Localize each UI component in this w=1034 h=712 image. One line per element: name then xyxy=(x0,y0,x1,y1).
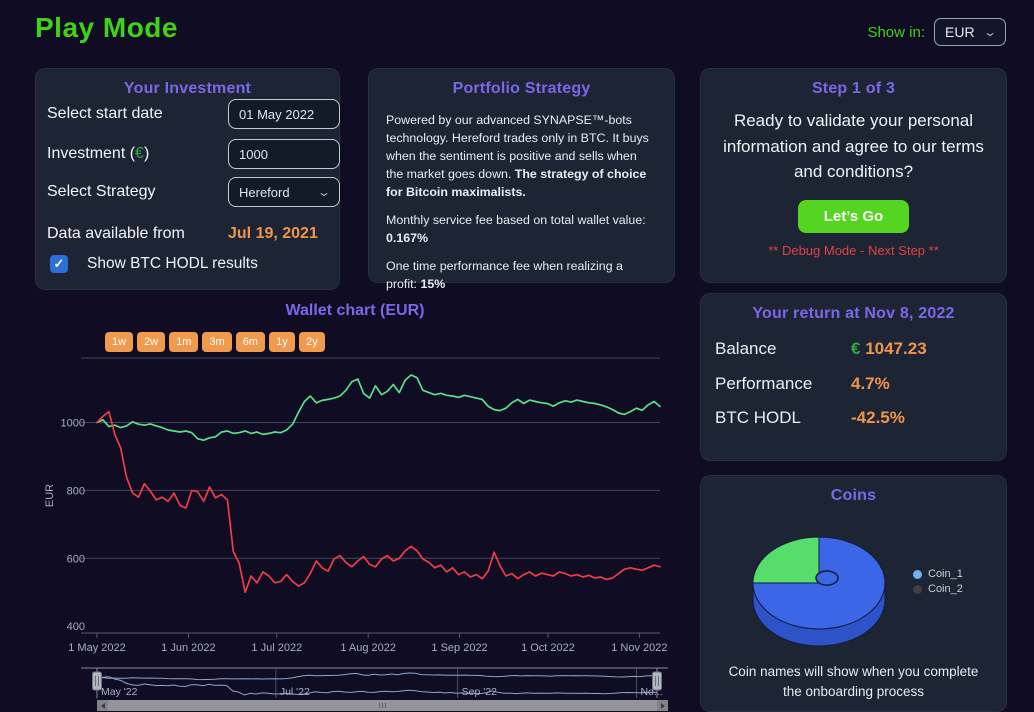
hodl-checkbox[interactable]: ✓ xyxy=(50,255,68,273)
hodl-checkbox-row: ✓ Show BTC HODL results xyxy=(47,255,327,273)
svg-text:1000: 1000 xyxy=(61,418,85,430)
strategy-select-value: Hereford xyxy=(239,184,290,200)
svg-text:1 May 2022: 1 May 2022 xyxy=(68,642,125,654)
strategy-label: Select Strategy xyxy=(47,183,156,200)
btc-hodl-series-line xyxy=(96,410,661,594)
chart-scrollbar[interactable] xyxy=(97,700,668,711)
currency-select[interactable]: EUR ⌄ xyxy=(934,18,1006,46)
page-title: Play Mode xyxy=(35,12,178,43)
strategy-paragraph-1: Powered by our advanced SYNAPSE™-bots te… xyxy=(386,113,649,199)
step-title: Step 1 of 3 xyxy=(811,80,896,97)
wallet-chart-title: Wallet chart (EUR) xyxy=(285,302,425,319)
navigator-left-handle[interactable] xyxy=(92,671,102,691)
svg-text:1 Jul 2022: 1 Jul 2022 xyxy=(251,642,302,654)
svg-text:600: 600 xyxy=(67,553,85,565)
scrollbar-grip-icon xyxy=(382,703,383,708)
balance-label: Balance xyxy=(715,339,777,358)
currency-select-value: EUR xyxy=(945,24,975,40)
range-button-1w[interactable]: 1w xyxy=(105,332,134,352)
svg-text:1 Nov 2022: 1 Nov 2022 xyxy=(611,642,667,654)
svg-text:1 Oct 2022: 1 Oct 2022 xyxy=(521,642,575,654)
range-button-1m[interactable]: 1m xyxy=(169,332,199,352)
pie-legend: Coin_1 Coin_2 xyxy=(913,568,963,598)
hodl-checkbox-label: Show BTC HODL results xyxy=(87,255,258,272)
svg-text:May '22: May '22 xyxy=(101,686,138,698)
range-button-6m[interactable]: 6m xyxy=(235,332,265,352)
range-button-2w[interactable]: 2w xyxy=(137,332,166,352)
investment-card: Your Investment Select start date 01 May… xyxy=(35,68,340,290)
performance-row: Performance 4.7% xyxy=(715,374,990,394)
step-card: Step 1 of 3 Ready to validate your perso… xyxy=(700,68,1007,283)
svg-text:800: 800 xyxy=(67,485,85,497)
legend-row-coin1[interactable]: Coin_1 xyxy=(913,568,963,580)
btc-hodl-value: -42.5% xyxy=(851,408,905,427)
svg-text:1 Sep 2022: 1 Sep 2022 xyxy=(431,642,487,654)
svg-text:1 Aug 2022: 1 Aug 2022 xyxy=(340,642,396,654)
start-date-value: 01 May 2022 xyxy=(239,106,315,122)
navigator-right-handle[interactable] xyxy=(652,671,662,691)
balance-value: € 1047.23 xyxy=(851,339,927,358)
scrollbar-right-arrow-icon[interactable] xyxy=(657,700,668,711)
range-selector: 1w 2w 1m 3m 6m 1y 2y xyxy=(105,332,325,352)
strategy-row: Select Strategy Hereford ⌄ xyxy=(47,177,340,207)
amount-input[interactable]: 1000 xyxy=(228,139,340,169)
coin2-label: Coin_2 xyxy=(928,583,963,595)
debug-next-step-link[interactable]: ** Debug Mode - Next Step ** xyxy=(768,242,939,258)
chevron-down-icon: ⌄ xyxy=(982,25,998,39)
coins-card: Coins Coin_1 Coin_2 Coin names will show… xyxy=(700,475,1007,712)
coin1-label: Coin_1 xyxy=(928,568,963,580)
data-available-value: Jul 19, 2021 xyxy=(228,225,318,242)
start-date-label: Select start date xyxy=(47,105,163,122)
return-card: Your return at Nov 8, 2022 Balance € 104… xyxy=(700,293,1007,461)
portfolio-strategy-title: Portfolio Strategy xyxy=(452,80,591,97)
svg-text:Jul '22: Jul '22 xyxy=(280,686,310,698)
range-button-3m[interactable]: 3m xyxy=(202,332,232,352)
chevron-down-icon: ⌄ xyxy=(316,185,332,199)
range-button-1y[interactable]: 1y xyxy=(268,332,295,352)
show-in-control: Show in: EUR ⌄ xyxy=(867,18,1006,46)
balance-row: Balance € 1047.23 xyxy=(715,339,990,359)
range-button-2y[interactable]: 2y xyxy=(298,332,325,352)
legend-row-coin2[interactable]: Coin_2 xyxy=(913,583,963,595)
btc-hodl-row: BTC HODL -42.5% xyxy=(715,408,990,428)
amount-row: Investment (€) 1000 xyxy=(47,139,340,169)
euro-icon: € xyxy=(135,145,144,162)
return-card-title: Your return at Nov 8, 2022 xyxy=(752,305,955,322)
coins-pie-chart[interactable] xyxy=(741,501,911,661)
step-question: Ready to validate your personal informat… xyxy=(723,111,984,181)
strategy-paragraph-2: Monthly service fee based on total walle… xyxy=(386,212,646,245)
svg-text:400: 400 xyxy=(67,621,85,633)
data-available-row: Data available from Jul 19, 2021 xyxy=(47,225,327,243)
performance-label: Performance xyxy=(715,374,813,393)
scrollbar-thumb[interactable] xyxy=(108,700,657,711)
strategy-paragraph-3: One time performance fee when realizing … xyxy=(386,258,623,291)
coins-footer-note: Coin names will show when you complete t… xyxy=(728,664,979,699)
coin2-dot-icon xyxy=(913,584,922,594)
btc-hodl-label: BTC HODL xyxy=(715,408,801,427)
euro-icon: € xyxy=(851,339,861,358)
coin1-dot-icon xyxy=(913,569,922,579)
data-available-label: Data available from xyxy=(47,225,185,242)
svg-text:Sep '22: Sep '22 xyxy=(462,686,497,698)
start-date-input[interactable]: 01 May 2022 xyxy=(228,99,340,129)
amount-label: Investment (€) xyxy=(47,145,150,162)
amount-value: 1000 xyxy=(239,146,268,162)
start-date-row: Select start date 01 May 2022 xyxy=(47,99,340,129)
lets-go-button[interactable]: Let’s Go xyxy=(797,199,910,233)
svg-text:EUR: EUR xyxy=(44,484,56,507)
portfolio-strategy-card: Portfolio Strategy Powered by our advanc… xyxy=(368,68,675,291)
svg-text:1 Jun 2022: 1 Jun 2022 xyxy=(161,642,215,654)
show-in-label: Show in: xyxy=(867,23,925,41)
wallet-series-line xyxy=(96,374,661,442)
coins-card-title: Coins xyxy=(830,487,877,504)
investment-card-title: Your Investment xyxy=(123,80,252,97)
scrollbar-left-arrow-icon[interactable] xyxy=(97,700,108,711)
chart-navigator[interactable]: May '22 Jul '22 Sep '22 No... xyxy=(35,652,675,700)
strategy-select[interactable]: Hereford ⌄ xyxy=(228,177,340,207)
wallet-chart-plot[interactable]: 400 600 800 1000 EUR 1 May 2022 1 Jun 2022 1 Ju… xyxy=(35,325,675,655)
performance-value: 4.7% xyxy=(851,374,890,393)
